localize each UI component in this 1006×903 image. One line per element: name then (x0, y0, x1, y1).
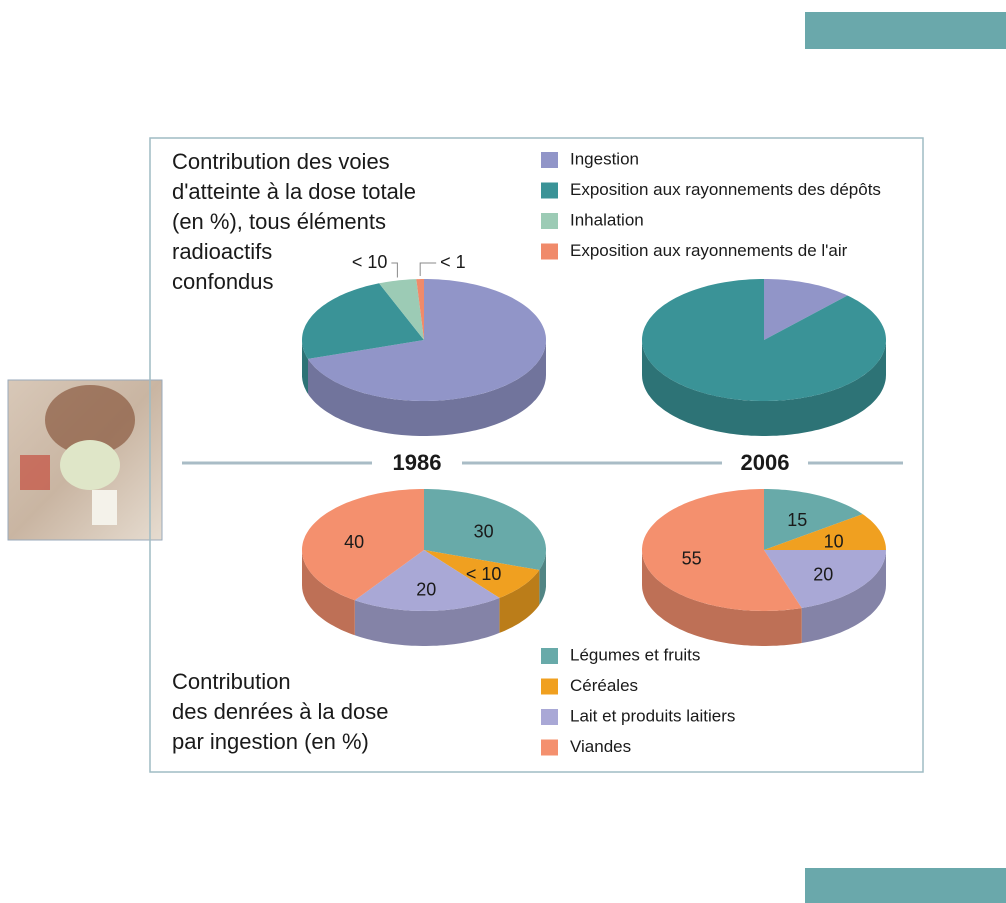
slice-side (302, 550, 355, 636)
footer-bar (805, 868, 1006, 903)
slice (354, 550, 500, 611)
value-label: 30 (474, 522, 494, 542)
value-label: < 10 (352, 252, 388, 272)
slice-side (801, 550, 886, 643)
slice-side (642, 550, 802, 646)
legend-swatch (541, 182, 558, 199)
slice-side (302, 340, 308, 394)
slice-side (354, 597, 500, 646)
slice (416, 279, 424, 340)
value-label: 15 (787, 510, 807, 530)
value-label: 20 (813, 564, 833, 584)
slice (642, 279, 886, 401)
chart-title: par ingestion (en %) (172, 729, 369, 754)
photo (7, 379, 163, 541)
chart-title: radioactifs (172, 239, 272, 264)
slice (379, 279, 424, 340)
value-label: 40 (344, 532, 364, 552)
legend-label: Exposition aux rayonnements de l'air (570, 241, 848, 260)
chart-title: confondus (172, 269, 274, 294)
chart-title: d'atteinte à la dose totale (172, 179, 416, 204)
legend-swatch (541, 678, 558, 695)
legend-swatch (541, 152, 558, 168)
value-label: < 1 (440, 252, 466, 272)
slice-side (499, 570, 540, 633)
year-label: 2006 (741, 450, 790, 475)
slice (764, 489, 863, 550)
leader-line (391, 262, 398, 278)
legend-swatch (541, 709, 558, 725)
chart-title: (en %), tous éléments (172, 209, 386, 234)
value-label: 10 (824, 531, 844, 551)
slice-side (308, 340, 546, 436)
slice (642, 489, 802, 611)
legend-swatch (541, 213, 558, 229)
slice (764, 550, 886, 608)
value-label: 55 (682, 548, 702, 568)
slice (302, 489, 424, 601)
slice (308, 279, 546, 401)
chart-title: Contribution (172, 669, 291, 694)
value-label: < 10 (466, 564, 502, 584)
slice (302, 283, 424, 359)
chart-title: Contribution des voies (172, 149, 390, 174)
slice (424, 489, 546, 570)
legend-swatch (541, 648, 558, 664)
slice (764, 514, 886, 550)
legend-label: Légumes et fruits (570, 645, 700, 664)
slice (764, 279, 848, 340)
legend-label: Céréales (570, 676, 638, 695)
legend-label: Inhalation (570, 210, 644, 229)
legend-swatch (541, 243, 558, 260)
legend-label: Exposition aux rayonnements des dépôts (570, 180, 881, 199)
slice (424, 550, 540, 598)
value-label: 20 (416, 579, 436, 599)
legend-label: Lait et produits laitiers (570, 706, 735, 725)
slice-side (539, 550, 546, 605)
header-bar (805, 12, 1006, 49)
leader-line (419, 262, 437, 277)
legend-label: Viandes (570, 737, 631, 756)
legend-swatch (541, 739, 558, 756)
frame (149, 137, 924, 773)
year-label: 1986 (393, 450, 442, 475)
slice-side (642, 340, 886, 436)
legend-label: Ingestion (570, 149, 639, 168)
chart-title: des denrées à la dose (172, 699, 389, 724)
